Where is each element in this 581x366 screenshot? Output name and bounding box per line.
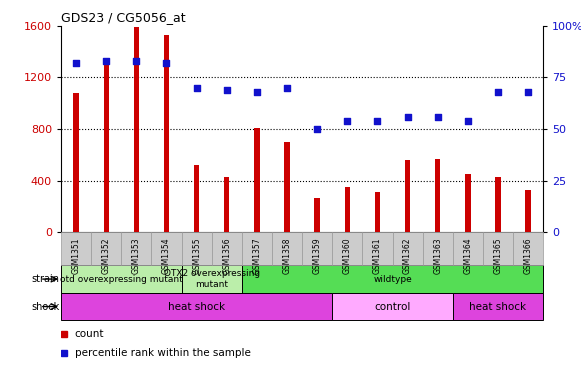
Bar xyxy=(314,198,320,232)
Bar xyxy=(194,165,199,232)
Text: control: control xyxy=(374,302,411,311)
Bar xyxy=(393,232,423,265)
Text: GSM1364: GSM1364 xyxy=(464,238,472,274)
Point xyxy=(252,89,261,95)
Bar xyxy=(513,232,543,265)
Point xyxy=(162,60,171,66)
Bar xyxy=(453,293,543,320)
Point xyxy=(403,114,413,120)
Point xyxy=(343,118,352,124)
Text: GSM1357: GSM1357 xyxy=(252,238,261,274)
Text: OTX2 overexpressing
mutant: OTX2 overexpressing mutant xyxy=(164,269,260,289)
Point xyxy=(463,118,472,124)
Bar xyxy=(242,232,272,265)
Text: GSM1355: GSM1355 xyxy=(192,238,201,274)
Point xyxy=(282,85,292,91)
Text: otd overexpressing mutant: otd overexpressing mutant xyxy=(60,274,182,284)
Bar xyxy=(332,232,363,265)
Bar xyxy=(405,160,410,232)
Text: wildtype: wildtype xyxy=(373,274,412,284)
Text: percentile rank within the sample: percentile rank within the sample xyxy=(74,348,250,358)
Point xyxy=(102,58,111,64)
Text: GSM1354: GSM1354 xyxy=(162,238,171,274)
Bar xyxy=(103,60,109,232)
Text: GSM1351: GSM1351 xyxy=(71,238,81,274)
Text: count: count xyxy=(74,329,104,339)
Text: shock: shock xyxy=(31,302,59,311)
Bar xyxy=(525,190,531,232)
Point xyxy=(222,87,231,93)
Text: GSM1358: GSM1358 xyxy=(282,238,292,274)
Text: GSM1363: GSM1363 xyxy=(433,238,442,274)
Text: GSM1366: GSM1366 xyxy=(523,238,533,274)
Text: GDS23 / CG5056_at: GDS23 / CG5056_at xyxy=(61,11,186,25)
Bar xyxy=(181,232,211,265)
Point xyxy=(132,58,141,64)
Text: heat shock: heat shock xyxy=(469,302,526,311)
Point xyxy=(493,89,503,95)
Bar xyxy=(272,232,302,265)
Bar xyxy=(483,232,513,265)
Point xyxy=(313,126,322,132)
Bar xyxy=(242,265,543,293)
Point xyxy=(523,89,533,95)
Bar xyxy=(61,232,91,265)
Bar xyxy=(254,128,260,232)
Text: GSM1362: GSM1362 xyxy=(403,238,412,274)
Text: strain: strain xyxy=(31,274,59,284)
Text: GSM1361: GSM1361 xyxy=(373,238,382,274)
Bar xyxy=(224,177,229,232)
Text: GSM1356: GSM1356 xyxy=(223,238,231,274)
Point xyxy=(192,85,201,91)
Bar xyxy=(61,265,181,293)
Text: GSM1353: GSM1353 xyxy=(132,238,141,274)
Bar xyxy=(121,232,152,265)
Bar xyxy=(453,232,483,265)
Text: heat shock: heat shock xyxy=(168,302,225,311)
Bar xyxy=(134,27,139,232)
Bar xyxy=(181,265,242,293)
Bar xyxy=(435,159,440,232)
Text: GSM1360: GSM1360 xyxy=(343,238,352,274)
Bar xyxy=(332,293,453,320)
Bar xyxy=(345,187,350,232)
Point xyxy=(373,118,382,124)
Bar xyxy=(375,193,380,232)
Point xyxy=(433,114,442,120)
Bar xyxy=(496,177,501,232)
Bar xyxy=(423,232,453,265)
Point xyxy=(71,60,81,66)
Bar xyxy=(152,232,181,265)
Bar xyxy=(211,232,242,265)
Bar xyxy=(302,232,332,265)
Text: GSM1359: GSM1359 xyxy=(313,238,322,274)
Bar xyxy=(73,93,79,232)
Bar xyxy=(465,174,471,232)
Bar xyxy=(164,35,169,232)
Bar xyxy=(284,142,290,232)
Text: GSM1352: GSM1352 xyxy=(102,238,111,274)
Text: GSM1365: GSM1365 xyxy=(493,238,503,274)
Bar xyxy=(61,293,332,320)
Bar xyxy=(91,232,121,265)
Bar xyxy=(363,232,393,265)
